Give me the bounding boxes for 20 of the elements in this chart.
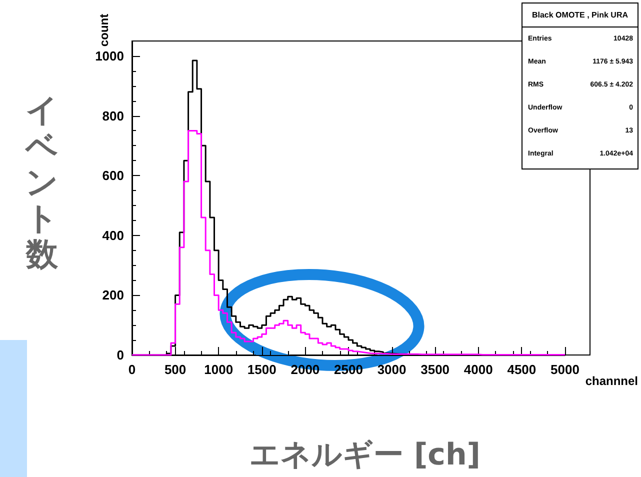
- x-tick-label: 4500: [507, 362, 536, 377]
- y-axis-title: count: [97, 14, 111, 47]
- chart-title: Black OMOTE , Pink URA: [532, 10, 628, 20]
- y-tick-label: 600: [102, 168, 124, 184]
- y-tick-label: 0: [116, 348, 124, 362]
- x-axis-title: channnel: [585, 374, 638, 388]
- x-tick-label: 3000: [377, 362, 406, 377]
- text: イベント数: [24, 91, 59, 273]
- x-tick-label: 3500: [420, 362, 450, 377]
- x-tick-label: 4000: [464, 362, 493, 377]
- x-tick-label: 5000: [550, 362, 580, 377]
- x-tick-label: 0: [128, 362, 136, 377]
- y-tick-label: 1000: [95, 48, 124, 64]
- x-tick-label: 500: [164, 362, 186, 377]
- text: エネルギー [ch]: [249, 438, 481, 472]
- x-tick-label: 1000: [204, 362, 234, 377]
- y-tick-label: 800: [102, 108, 124, 124]
- y-tick-label: 200: [102, 288, 124, 303]
- y-tick-label: 400: [102, 228, 124, 243]
- x-tick-label: 1500: [247, 362, 276, 377]
